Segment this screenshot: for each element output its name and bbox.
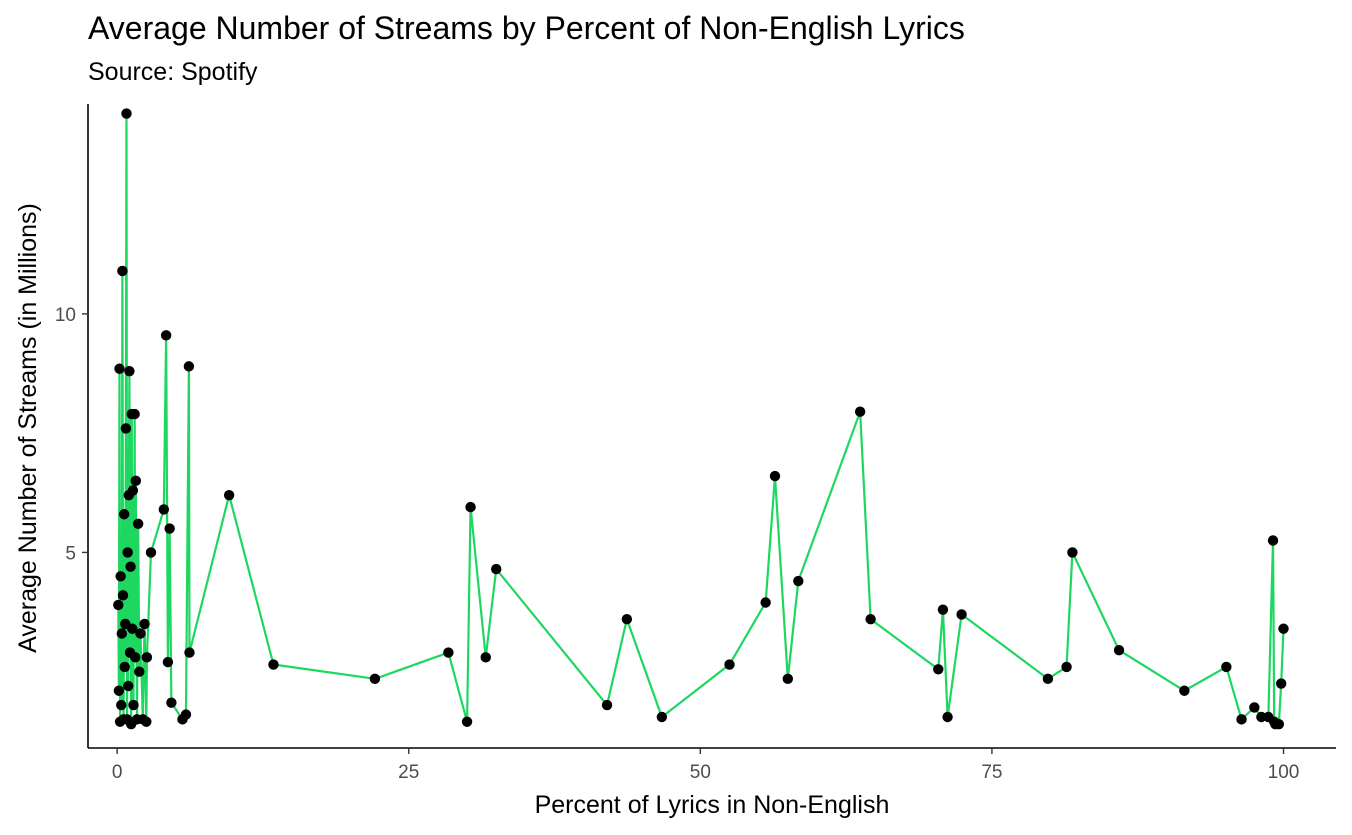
data-point	[164, 523, 175, 534]
data-point	[160, 330, 172, 341]
y-tick-label: 5	[65, 543, 76, 564]
chart-title: Average Number of Streams by Percent of …	[88, 10, 965, 46]
data-point	[116, 628, 128, 639]
y-axis-title: Average Number of Streams (in Millions)	[14, 203, 42, 653]
data-point	[601, 699, 613, 711]
data-point	[141, 652, 153, 663]
data-point	[782, 673, 794, 685]
data-point	[1267, 535, 1279, 546]
data-point	[127, 623, 138, 634]
data-point	[166, 697, 177, 708]
data-point	[937, 604, 949, 615]
data-point	[461, 716, 473, 727]
data-point	[124, 365, 135, 377]
data-point	[491, 563, 502, 575]
data-point	[865, 614, 876, 625]
data-point	[134, 666, 145, 677]
data-point	[1113, 645, 1125, 656]
data-point	[1236, 714, 1247, 725]
data-point	[122, 547, 133, 558]
data-point	[127, 485, 139, 496]
data-point	[135, 628, 146, 639]
data-point	[480, 652, 491, 663]
data-point	[180, 709, 192, 720]
data-point	[128, 699, 139, 711]
data-point	[121, 108, 132, 119]
data-point	[184, 647, 195, 658]
data-point	[854, 406, 866, 417]
data-point	[130, 652, 141, 663]
data-point	[130, 475, 142, 487]
data-point	[123, 680, 134, 692]
data-point	[1221, 661, 1232, 673]
data-point	[793, 575, 804, 587]
data-point	[621, 614, 633, 625]
x-tick-label: 75	[981, 762, 1002, 783]
data-point	[1061, 661, 1072, 673]
data-point	[129, 408, 140, 420]
data-point	[1278, 623, 1289, 634]
data-point	[115, 571, 126, 582]
data-point	[139, 618, 150, 630]
data-point	[1249, 702, 1260, 713]
data-point	[118, 509, 130, 520]
data-point	[1179, 685, 1190, 696]
series-line	[117, 112, 1285, 726]
data-point	[125, 561, 136, 572]
data-point	[113, 685, 125, 696]
data-point	[183, 361, 195, 372]
data-point	[1275, 678, 1287, 689]
data-point	[145, 547, 157, 558]
data-point	[933, 664, 944, 675]
data-point	[132, 518, 144, 529]
x-tick-label: 25	[398, 762, 419, 783]
data-point	[158, 504, 170, 515]
data-point	[656, 711, 668, 723]
data-point	[162, 656, 174, 668]
data-point	[120, 423, 132, 434]
data-point	[1273, 718, 1285, 730]
x-axis-title: Percent of Lyrics in Non-English	[535, 791, 890, 819]
data-point	[268, 659, 279, 670]
data-point	[369, 673, 381, 685]
data-point	[119, 661, 130, 673]
data-point	[117, 590, 129, 601]
data-point	[113, 599, 124, 611]
data-point	[956, 609, 967, 620]
x-tick-label: 0	[112, 762, 123, 783]
data-point	[114, 363, 125, 374]
data-point	[942, 711, 953, 723]
data-point	[223, 489, 235, 501]
y-tick-label: 10	[55, 305, 76, 326]
data-point	[769, 470, 781, 482]
data-point	[1067, 547, 1078, 558]
data-point	[116, 699, 127, 711]
x-tick-label: 100	[1268, 762, 1300, 783]
data-point	[760, 597, 771, 608]
data-point	[443, 647, 454, 658]
data-point	[141, 716, 152, 727]
data-point	[724, 659, 735, 670]
chart-subtitle: Source: Spotify	[88, 58, 258, 86]
data-point	[117, 265, 128, 277]
data-point	[465, 501, 476, 513]
data-point	[1042, 673, 1054, 685]
x-tick-label: 50	[690, 762, 711, 783]
